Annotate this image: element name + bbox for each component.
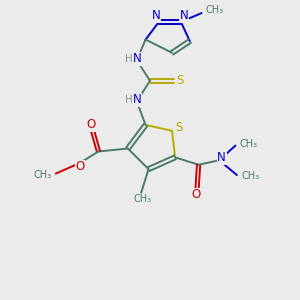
Text: O: O (75, 160, 85, 173)
Text: S: S (176, 74, 184, 87)
Text: CH₃: CH₃ (205, 4, 223, 14)
Text: CH₃: CH₃ (134, 194, 152, 204)
Text: O: O (86, 118, 96, 131)
Text: N: N (217, 152, 226, 164)
Text: H: H (124, 54, 132, 64)
Text: CH₃: CH₃ (240, 139, 258, 149)
Text: S: S (175, 122, 182, 134)
Text: N: N (132, 93, 141, 106)
Text: N: N (180, 9, 189, 22)
Text: CH₃: CH₃ (33, 170, 51, 180)
Text: CH₃: CH₃ (241, 172, 260, 182)
Text: H: H (124, 95, 132, 105)
Text: N: N (132, 52, 141, 65)
Text: O: O (191, 188, 200, 201)
Text: N: N (152, 9, 161, 22)
